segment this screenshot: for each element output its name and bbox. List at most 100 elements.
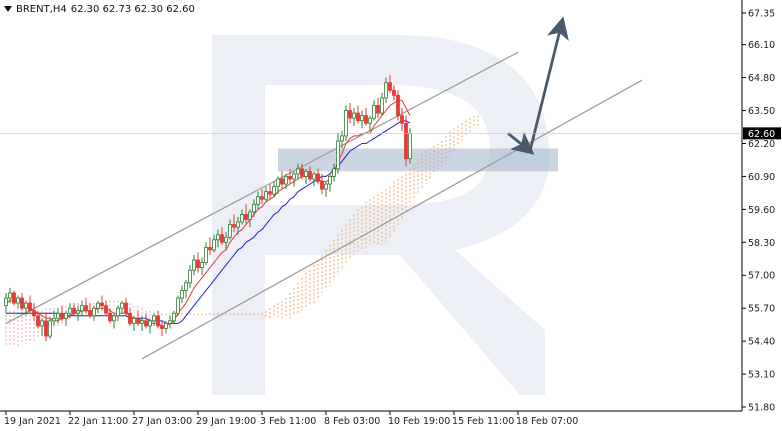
x-tick-label: 27 Jan 03:00 — [132, 416, 192, 427]
candle — [324, 181, 328, 197]
y-tick-label: 62.20 — [748, 139, 775, 150]
candle — [256, 191, 260, 210]
dropdown-triangle-icon[interactable] — [4, 6, 12, 12]
candle — [284, 173, 288, 190]
candle — [156, 310, 160, 329]
candle — [188, 265, 192, 288]
candle-body — [328, 176, 332, 185]
candle-body — [296, 168, 300, 175]
candle — [396, 90, 400, 121]
candle — [108, 308, 112, 324]
candle-body — [168, 320, 172, 324]
candle — [372, 100, 376, 121]
candle-body — [276, 178, 280, 187]
candle-body — [316, 173, 320, 182]
candle-body — [384, 82, 388, 99]
candle-body — [140, 320, 144, 324]
candle — [140, 315, 144, 331]
candle — [272, 181, 276, 197]
candle-body — [392, 89, 396, 96]
candle — [144, 313, 148, 329]
candle-body — [256, 196, 260, 205]
channel-upper-line — [5, 51, 519, 324]
candle-body — [188, 269, 192, 284]
candle — [320, 173, 324, 195]
ohlc-values: 62.30 62.73 62.30 62.60 — [70, 4, 195, 15]
candle-body — [240, 214, 244, 223]
candle — [200, 257, 204, 276]
candle — [224, 232, 228, 250]
candle — [136, 310, 140, 326]
candle-body — [216, 234, 220, 241]
candle — [304, 168, 308, 185]
candle — [380, 92, 384, 116]
candle — [92, 305, 96, 321]
candle — [240, 209, 244, 225]
candle-body — [288, 176, 292, 180]
candle — [96, 300, 100, 314]
candle-body — [64, 312, 68, 319]
channel-lower-line — [141, 79, 643, 360]
y-tick-label: 54.40 — [748, 337, 775, 348]
candle — [296, 163, 300, 179]
candle — [404, 115, 408, 167]
candle — [196, 252, 200, 273]
candle-body — [404, 122, 408, 160]
candle — [308, 166, 312, 182]
candle-body — [148, 320, 152, 327]
candle-body — [244, 214, 248, 220]
candle-body — [368, 117, 372, 124]
candle-body — [280, 178, 284, 185]
candle — [300, 163, 304, 179]
symbol-label: BRENT,H4 — [16, 4, 67, 15]
candle — [76, 305, 80, 321]
y-tick-label: 64.80 — [748, 73, 775, 84]
candle — [400, 108, 404, 131]
x-tick-label: 10 Feb 19:00 — [388, 416, 450, 427]
candle — [176, 295, 180, 316]
candle-body — [44, 320, 48, 337]
candle-body — [304, 170, 308, 177]
candle — [280, 171, 284, 190]
candle — [16, 295, 20, 309]
candle — [112, 313, 116, 329]
candle — [20, 292, 24, 311]
candle — [276, 176, 280, 195]
candle-body — [68, 307, 72, 314]
candle-body — [164, 322, 168, 329]
candle-body — [16, 297, 20, 304]
trend-channel — [5, 51, 643, 360]
x-tick-label: 29 Jan 19:00 — [196, 416, 256, 427]
candle — [84, 298, 88, 314]
candle — [376, 97, 380, 119]
candle-body — [352, 112, 356, 119]
candle — [328, 173, 332, 192]
candle-body — [12, 292, 16, 304]
candle — [148, 318, 152, 334]
logo-watermark — [212, 35, 550, 395]
candle-body — [320, 181, 324, 190]
candle-body — [180, 290, 184, 299]
candle-body — [120, 302, 124, 309]
candle — [88, 303, 92, 319]
candle — [368, 115, 372, 131]
candle-body — [84, 305, 88, 312]
candle-body — [388, 82, 392, 91]
x-tick-label: 3 Feb 11:00 — [260, 416, 316, 427]
candle-body — [248, 211, 252, 220]
candle-body — [400, 115, 404, 124]
candle-body — [192, 259, 196, 271]
candle — [44, 313, 48, 342]
candle — [364, 108, 368, 126]
candle-body — [172, 312, 176, 322]
candle-body — [332, 168, 336, 177]
candle — [260, 189, 264, 205]
candle — [340, 130, 344, 149]
candle — [216, 229, 220, 248]
candle — [68, 303, 72, 319]
candle — [72, 303, 76, 316]
candle-body — [156, 315, 160, 327]
candle-body — [372, 105, 376, 119]
y-tick-label: 59.60 — [748, 205, 775, 216]
candle-body — [124, 302, 128, 314]
